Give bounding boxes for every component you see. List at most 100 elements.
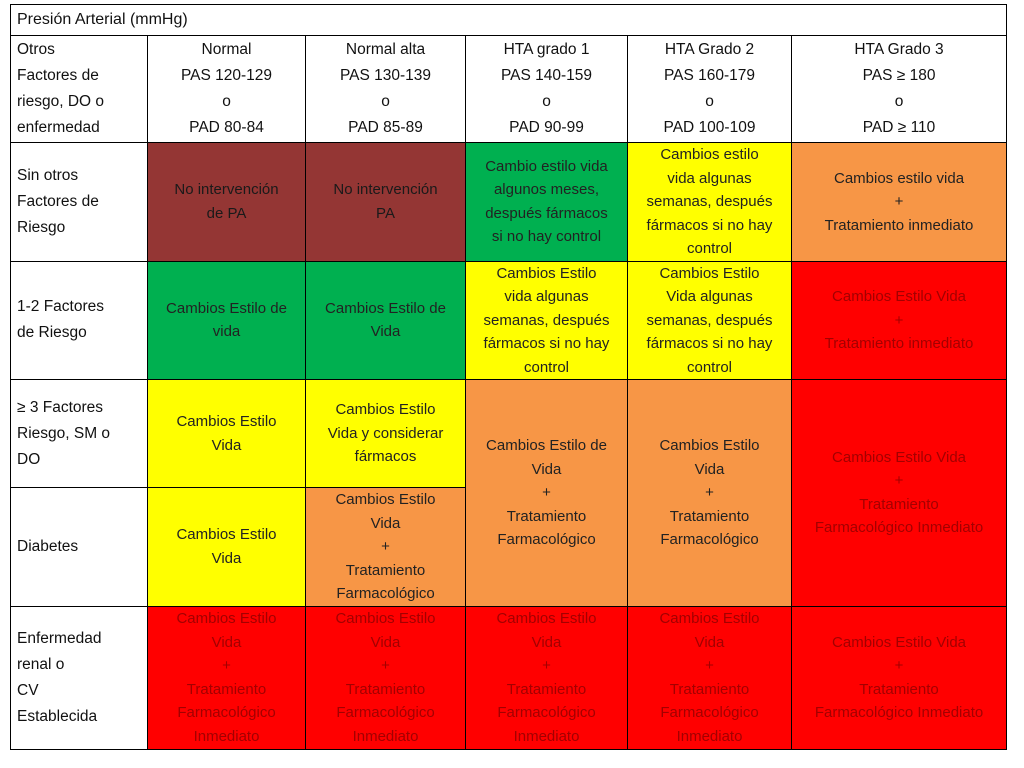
row-label-3-factores: ≥ 3 Factores Riesgo, SM o DO — [10, 379, 148, 488]
cell-text-line: Inmediato — [352, 727, 419, 745]
cell-sin-normal-alta: No intervención PA — [305, 142, 466, 262]
cell-text-line: Cambios Estilo — [496, 610, 597, 627]
cell-text-line: o — [542, 93, 551, 110]
cell-text-line: + — [705, 657, 714, 674]
cell-merged-grado-2: Cambios Estilo Vida + Tratamiento Farmacológ… — [627, 379, 792, 607]
cell-text-line: Inmediato — [193, 727, 260, 745]
cell-text-line: CV — [17, 681, 39, 699]
cell-text-line: Cambios estilo — [660, 146, 759, 163]
row-label-sin-otros-factores: Sin otros Factores de Riesgo — [10, 142, 148, 262]
cell-sin-grado-3: Cambios estilo vida + Tratamiento inmediat… — [790, 142, 1008, 262]
cell-merged-grado-1: Cambios Estilo de Vida + Tratamiento Farmaco… — [465, 379, 628, 607]
cell-text-line: HTA Grado 2 — [664, 41, 755, 58]
cell-text-line: PAS ≥ 180 — [862, 67, 936, 84]
cell-text-line: después fármacos — [485, 204, 608, 222]
cell-text-line: semanas, después — [646, 193, 773, 210]
cell-text-line: o — [894, 93, 904, 110]
cell-text-line: Vida — [370, 633, 401, 651]
cell-text-line: PAS 140-159 — [500, 67, 593, 84]
cell-text-line: ≥ 3 Factores — [17, 398, 104, 416]
cell-f12-grado-3: Cambios Estilo Vida + Tratamiento inmediat… — [790, 260, 1008, 380]
cell-text-line: + — [894, 657, 904, 674]
cell-text-line: + — [542, 484, 551, 501]
cell-text-line: Cambios Estilo — [335, 401, 436, 419]
cell-text-line: semanas, después — [646, 311, 773, 329]
cell-text-line: Cambios Estilo — [335, 491, 436, 508]
cell-text-line: fármacos si no hay — [646, 216, 773, 234]
cell-diabetes-normal: Cambios Estilo Vida — [147, 487, 306, 607]
column-header-hta-grado-3: HTA Grado 3 PAS ≥ 180 o PAD ≥ 110 — [790, 35, 1008, 143]
cell-text-line: Cambios Estilo Vida — [832, 288, 966, 305]
cell-text-line: Vida algunas — [666, 288, 753, 305]
cell-text-line: PAS 130-139 — [339, 67, 432, 84]
cell-text-line: Inmediato — [676, 727, 743, 745]
cell-merged-grado-3: Cambios Estilo Vida + Tratamiento Farmacoló… — [790, 379, 1008, 607]
cell-text-line: Cambios Estilo — [659, 610, 760, 627]
cell-text-line: Establecida — [17, 707, 98, 725]
cell-text-line: o — [222, 93, 231, 110]
cell-text-line: semanas, después — [483, 311, 610, 329]
cell-text-line: fármacos si no hay — [646, 335, 773, 352]
cell-text-line: vida — [212, 323, 241, 341]
cell-text-line: PAS 120-129 — [180, 67, 273, 84]
cell-text-line: control — [686, 240, 733, 257]
cell-f3-normal: Cambios Estilo Vida — [147, 379, 306, 488]
cell-f12-grado-2: Cambios Estilo Vida algunas semanas, despu… — [627, 260, 792, 380]
cell-text-line: Tratamiento — [669, 680, 750, 698]
cell-text-line: Vida — [211, 549, 242, 567]
corner-header: Otros Factores de riesgo, DO o enfermedad — [10, 35, 148, 143]
cell-text-line: Cambios estilo vida — [833, 169, 965, 187]
table-title: Presión Arterial (mmHg) — [9, 4, 1008, 36]
cell-text-line: Cambios Estilo — [659, 264, 760, 282]
cell-text-line: PAS 160-179 — [663, 67, 756, 84]
cell-text-line: Cambios Estilo — [176, 413, 277, 430]
column-header-normal-alta: Normal alta PAS 130-139 o PAD 85-89 — [305, 35, 466, 143]
cell-renal-grado-2: Cambios Estilo Vida + Tratamiento Farmacológ… — [627, 605, 792, 750]
cell-text-line: Vida — [211, 633, 242, 651]
cell-text-line: + — [894, 472, 904, 490]
cell-text-line: renal o — [17, 655, 65, 673]
cell-text-line: Farmacológico — [497, 531, 596, 548]
cell-text-line: Cambios Estilo Vida — [832, 633, 966, 651]
cell-text-line: Farmacológico Inmediato — [814, 519, 984, 537]
cell-renal-grado-1: Cambios Estilo Vida + Tratamiento Farmacológ… — [465, 605, 628, 750]
cell-text-line: riesgo, DO o — [17, 93, 105, 110]
cell-text-line: Factores de — [17, 67, 99, 84]
cell-text-line: Cambios Estilo de — [325, 299, 446, 317]
cell-text-line: Vida — [211, 436, 242, 454]
cell-text-line: o — [381, 93, 390, 110]
cell-text-line: de Riesgo — [17, 324, 87, 342]
cell-text-line: HTA Grado 3 — [854, 41, 944, 58]
cell-text-line: Farmacológico — [660, 531, 759, 548]
blood-pressure-risk-table: Presión Arterial (mmHg) Otros Factores de… — [9, 4, 1008, 750]
cell-text-line: control — [686, 358, 733, 376]
cell-text-line: Vida — [694, 460, 725, 478]
row-1-2-factores: 1-2 Factores de Riesgo Cambios Estilo de v… — [10, 260, 1008, 380]
row-label-1-2-factores: 1-2 Factores de Riesgo — [10, 260, 148, 380]
cell-text-line: Cambios Estilo — [176, 526, 277, 544]
cell-text-line: Cambios Estilo Vida — [832, 448, 966, 466]
cell-renal-grado-3: Cambios Estilo Vida + Tratamiento Farmacoló… — [790, 605, 1008, 750]
cell-text-line: Vida — [370, 514, 401, 532]
cell-text-line: Cambios Estilo — [659, 437, 760, 454]
row-label-enfermedad-renal: Enfermedad renal o CV Establecida — [10, 605, 148, 750]
cell-text-line: Tratamiento — [506, 507, 587, 525]
row-label-diabetes: Diabetes — [10, 487, 148, 607]
cell-text-line: Vida — [694, 633, 725, 651]
cell-text-line: de PA — [206, 204, 247, 222]
cell-text-line: Farmacológico — [336, 585, 435, 602]
cell-text-line: Tratamiento — [859, 680, 939, 698]
cell-text-line: Sin otros — [17, 166, 79, 184]
cell-text-line: PA — [376, 204, 395, 222]
cell-text-line: si no hay control — [491, 228, 602, 246]
cell-text-line: Cambio estilo vida — [485, 157, 608, 175]
column-header-hta-grado-1: HTA grado 1 PAS 140-159 o PAD 90-99 — [465, 35, 628, 143]
cell-text-line: Cambios Estilo de — [166, 299, 287, 317]
cell-text-line: + — [705, 484, 714, 501]
cell-text-line: Vida — [370, 323, 401, 341]
cell-text-line: PAD ≥ 110 — [862, 119, 936, 136]
cell-text-line: PAD 90-99 — [509, 119, 584, 136]
cell-text-line: + — [381, 538, 390, 555]
cell-text-line: Farmacológico — [336, 704, 435, 721]
cell-text-line: Normal — [201, 41, 252, 58]
